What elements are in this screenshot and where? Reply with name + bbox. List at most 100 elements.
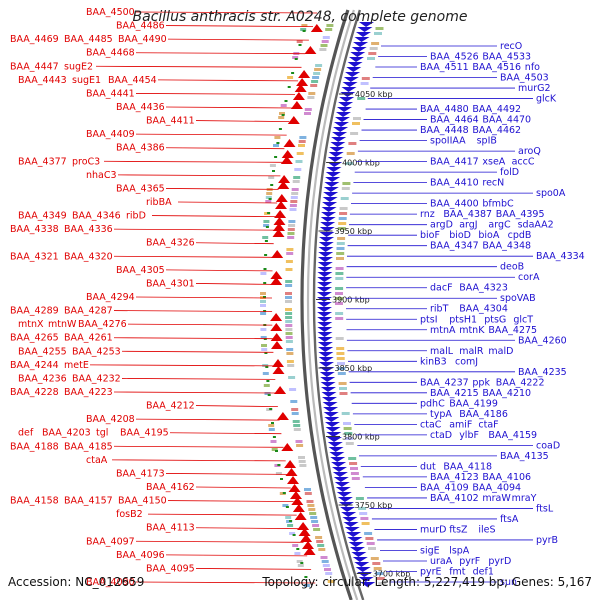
reverse-gene-arrow [298,528,311,536]
position-tick [292,534,296,536]
callout-line [169,432,282,435]
reverse-gene-arrow [302,541,314,549]
gene-label: BAA_4186 [459,409,508,420]
gene-label: pyrE [420,566,442,577]
callout-line [195,242,274,245]
backbone-arc [312,9,365,600]
gene-block [260,328,267,331]
gene-label: sugE2 [64,61,93,72]
gene-label: BAA_4387 [443,209,492,220]
right-callout-lines [346,45,533,583]
gene-label: BAA_4244 [10,360,59,371]
gene-block [289,388,297,391]
gene-label: BAA_4185 [64,441,113,452]
gene-block [290,196,298,199]
position-tick [281,114,285,116]
forward-gene-arrow [323,192,339,197]
gene-label: mraW [482,493,511,504]
position-tick [266,380,270,382]
gene-label: BAA_4417 [430,157,479,168]
gene-label: BAA_4210 [482,388,531,399]
gene-block [318,548,326,551]
gene-label: ctaF [478,419,498,430]
forward-gene-arrow [322,397,337,402]
gene-label: BAA_4188 [10,441,59,452]
gene-block [339,387,347,390]
gene-label: deoB [500,262,524,273]
gene-label: BAA_4109 [420,482,469,493]
position-tick [263,296,266,298]
gene-block [269,164,276,167]
forward-gene-arrow [355,567,371,572]
gene-block [335,267,344,270]
reverse-gene-arrow [310,24,323,32]
gene-label: BAA_4215 [430,388,479,399]
gene-block [296,40,303,43]
forward-gene-arrow [318,247,334,252]
callout-line [135,296,273,299]
gene-block [270,440,277,443]
gene-block [308,92,316,95]
callout-line [177,201,278,204]
gene-label: BAA_4480 [420,104,469,115]
gene-label: BAA_4411 [146,116,195,127]
reverse-gene-arrow [294,84,307,92]
gene-block [321,40,329,43]
gene-label: BAA_4400 [430,199,479,210]
forward-gene-arrow [317,332,333,337]
gene-block [336,347,345,350]
gene-label: argJ [459,220,477,231]
reverse-gene-arrow [273,223,285,231]
gene-label: BAA_4441 [86,88,135,99]
gene-label: BAA_4235 [518,367,567,378]
gene-block [285,296,292,299]
reverse-gene-arrow [280,156,293,164]
forward-gene-arrow [328,447,344,452]
forward-gene-arrow [337,497,353,502]
gene-label: spoVAB [500,293,536,304]
gene-block [346,152,355,155]
gene-block [271,448,278,451]
kbp-marker-label: 3700 kbp [373,570,411,579]
forward-gene-arrow [347,537,363,542]
gene-label: metE [64,360,89,371]
forward-gene-arrow [356,32,371,37]
gene-block [292,544,299,547]
callout-line [165,25,314,27]
gene-block [364,532,373,535]
gene-label: BAA_4468 [86,48,135,59]
forward-gene-arrow [332,472,348,477]
kbp-marker-label: 4000 kbp [342,159,380,168]
position-tick [285,506,289,508]
gene-block [296,560,303,563]
position-tick [291,72,295,74]
forward-gene-arrow [334,482,350,487]
gene-label: BAA_4223 [64,387,113,398]
forward-gene-arrow [325,177,341,182]
forward-gene-arrow [317,287,333,292]
gene-label: BAA_4464 [430,115,479,126]
reverse-gene-arrow [297,522,310,530]
gene-block [261,348,268,351]
gene-label: BAA_4301 [146,278,195,289]
gene-label: comJ [455,356,478,367]
gene-label: sdaAA2 [518,220,554,231]
gene-label: mtnX [18,319,44,330]
forward-gene-arrow [327,442,343,447]
gene-label: uraA [430,556,453,567]
callout-line [147,513,297,516]
gene-label: BAA_4334 [536,251,585,262]
position-tick [298,44,302,46]
gene-label: BAA_4260 [518,335,567,346]
gene-label: sun [500,577,517,588]
forward-gene-arrow [327,162,343,167]
forward-gene-arrow [336,112,351,117]
gene-block [348,457,357,460]
gene-label: ribD [126,211,146,222]
left-gene-labels: BAA_4500 BAA_4486 BAA_4469 BAA_4485 BAA_4490… [10,7,195,588]
gene-label: murD [420,524,447,535]
callout-line [165,473,289,475]
position-tick [300,562,304,564]
reverse-gene-arrow [275,194,288,202]
